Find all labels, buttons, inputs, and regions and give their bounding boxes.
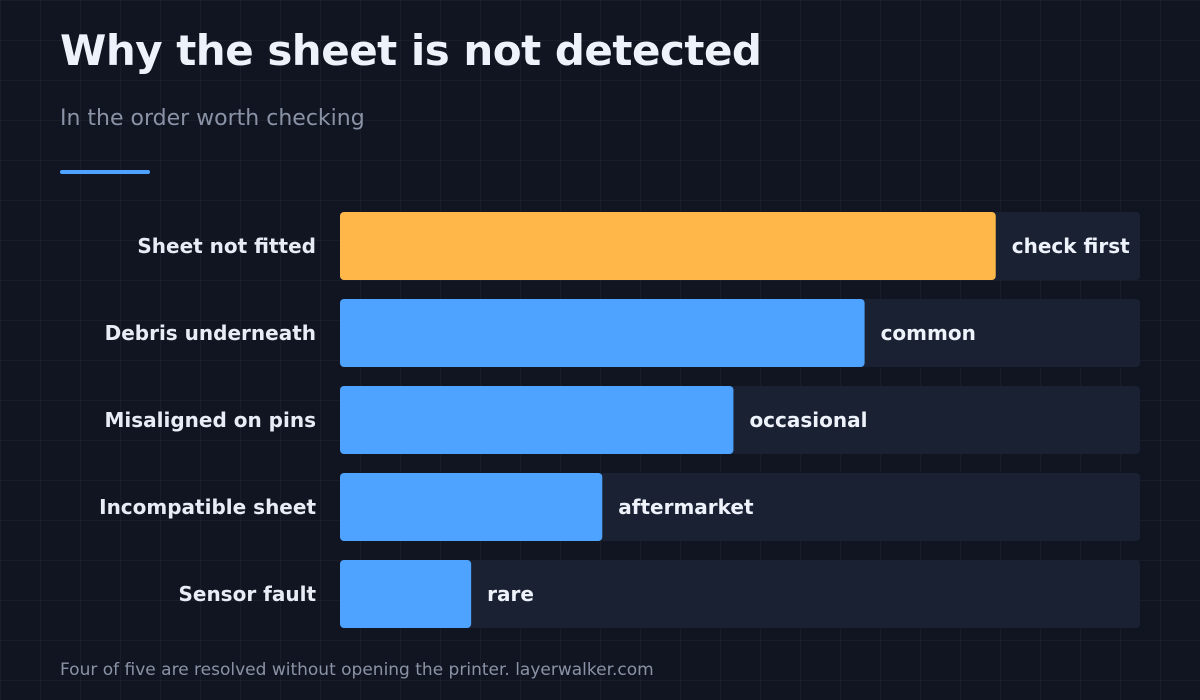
category-label: Sensor fault: [178, 582, 316, 606]
bar: [340, 386, 734, 454]
category-label: Sheet not fitted: [137, 234, 316, 258]
bar-row: Misaligned on pins occasional: [104, 386, 1140, 454]
bar-track: [340, 560, 1140, 628]
bar: [340, 299, 865, 367]
bar-row: Incompatible sheet aftermarket: [99, 473, 1140, 541]
bar: [340, 473, 603, 541]
chart-title: Why the sheet is not detected: [60, 26, 762, 75]
bar-row: Debris underneath common: [105, 299, 1140, 367]
category-label: Debris underneath: [105, 321, 316, 345]
category-label: Misaligned on pins: [104, 408, 316, 432]
value-label: occasional: [749, 408, 867, 432]
chart-subtitle: In the order worth checking: [60, 106, 365, 131]
value-label: rare: [487, 582, 534, 606]
bar-row: Sensor fault rare: [178, 560, 1140, 628]
bar: [340, 212, 996, 280]
value-label: common: [881, 321, 976, 345]
footnote: Four of five are resolved without openin…: [60, 660, 654, 680]
value-label: aftermarket: [618, 495, 754, 519]
bar: [340, 560, 472, 628]
accent-divider: [60, 170, 150, 174]
bar-row: Sheet not fitted check first: [137, 212, 1140, 280]
value-label: check first: [1012, 234, 1130, 258]
category-label: Incompatible sheet: [99, 495, 316, 519]
